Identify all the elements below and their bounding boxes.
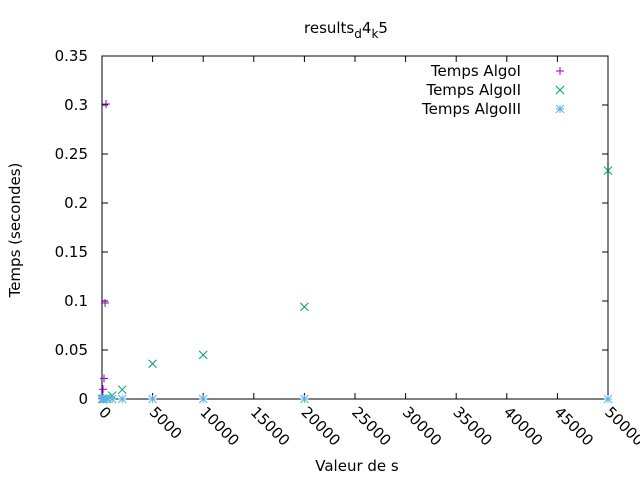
x-tick-label: 25000 <box>348 403 394 449</box>
series-3-point <box>603 394 613 404</box>
series-3-point <box>198 394 208 404</box>
y-tick-label: 0 <box>78 390 88 408</box>
x-axis-label: Valeur de s <box>315 457 399 475</box>
x-tick-label: 40000 <box>500 403 546 449</box>
y-tick-label: 0.05 <box>55 341 88 359</box>
series-2-point <box>117 385 127 395</box>
y-axis-label: Temps (secondes) <box>6 163 24 299</box>
legend-marker <box>555 85 565 95</box>
y-tick-label: 0.3 <box>64 96 88 114</box>
x-tick-label: 20000 <box>298 403 344 449</box>
x-tick-label: 45000 <box>551 403 597 449</box>
plot-border <box>101 55 609 400</box>
series-2-point <box>198 350 208 360</box>
legend-label: Temps AlgoII <box>425 81 521 99</box>
legend-marker <box>555 104 565 114</box>
series-2-point <box>148 359 157 369</box>
series-1-point <box>100 374 109 383</box>
series-3-point <box>300 394 309 404</box>
legend-marker <box>556 67 564 75</box>
legend-label: Temps AlgoIII <box>421 100 521 118</box>
x-tick-label: 50000 <box>601 403 640 449</box>
series-3-point <box>148 394 157 404</box>
series-3-point <box>107 394 117 404</box>
series-1-point <box>99 385 108 394</box>
series-1-point <box>102 100 111 109</box>
y-tick-label: 0.25 <box>55 145 88 163</box>
chart-title: resultsd4k5 <box>304 19 388 41</box>
data-points <box>97 100 613 404</box>
x-tick-label: 30000 <box>399 403 445 449</box>
series-3-point <box>117 394 127 404</box>
legend-label: Temps AlgoI <box>430 62 521 80</box>
y-tick-label: 0.35 <box>55 47 88 65</box>
series-2-point <box>603 166 613 176</box>
y-tick-label: 0.2 <box>64 194 88 212</box>
x-tick-label: 10000 <box>196 403 242 449</box>
y-tick-label: 0.15 <box>55 243 88 261</box>
axis-ticks: 0 0.05 0.1 0.15 0.2 0.25 0.3 0.35 0 5000 10000 1500… <box>55 47 640 450</box>
y-tick-label: 0.1 <box>64 292 88 310</box>
x-tick-label: 5000 <box>146 403 186 443</box>
x-tick-label: 15000 <box>247 403 293 449</box>
x-tick-label: 0 <box>95 403 114 422</box>
series-2-point <box>300 302 309 312</box>
x-tick-label: 35000 <box>449 403 495 449</box>
series-1-point <box>101 298 110 307</box>
